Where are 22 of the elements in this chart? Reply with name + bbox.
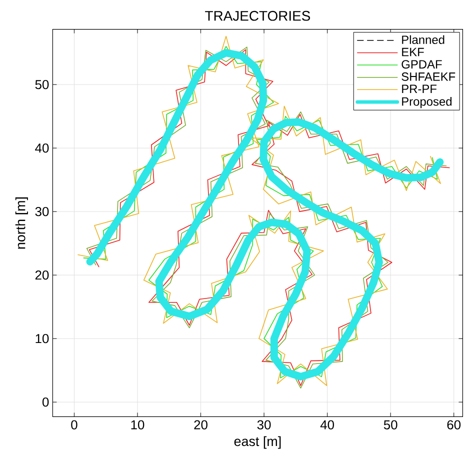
y-tick-label: 20 <box>35 270 49 280</box>
x-tick-label: 0 <box>71 420 78 430</box>
legend-label: GPDAF <box>402 60 442 69</box>
legend-label: PR-PF <box>402 84 436 93</box>
x-tick-label: 10 <box>131 420 144 430</box>
x-tick-label: 60 <box>447 420 461 430</box>
y-tick-label: 30 <box>35 206 49 216</box>
y-tick-label: 40 <box>35 143 49 153</box>
x-axis-title: east [m] <box>234 436 281 449</box>
legend-label: EKF <box>402 48 424 56</box>
x-tick-label: 30 <box>257 420 271 430</box>
x-tick-label: 40 <box>320 420 334 430</box>
legend-label: Proposed <box>402 96 452 108</box>
y-tick-label: 0 <box>42 398 49 407</box>
y-axis-title: north [m] <box>15 197 28 249</box>
x-tick-label: 20 <box>194 420 208 430</box>
x-tick-label: 50 <box>384 420 398 430</box>
legend-label: Planned <box>402 35 444 44</box>
legend-label: SHFAEKF <box>402 72 456 81</box>
chart-title: TRAJECTORIES <box>205 10 310 21</box>
y-tick-label: 50 <box>35 80 49 90</box>
y-tick-label: 10 <box>36 334 49 344</box>
